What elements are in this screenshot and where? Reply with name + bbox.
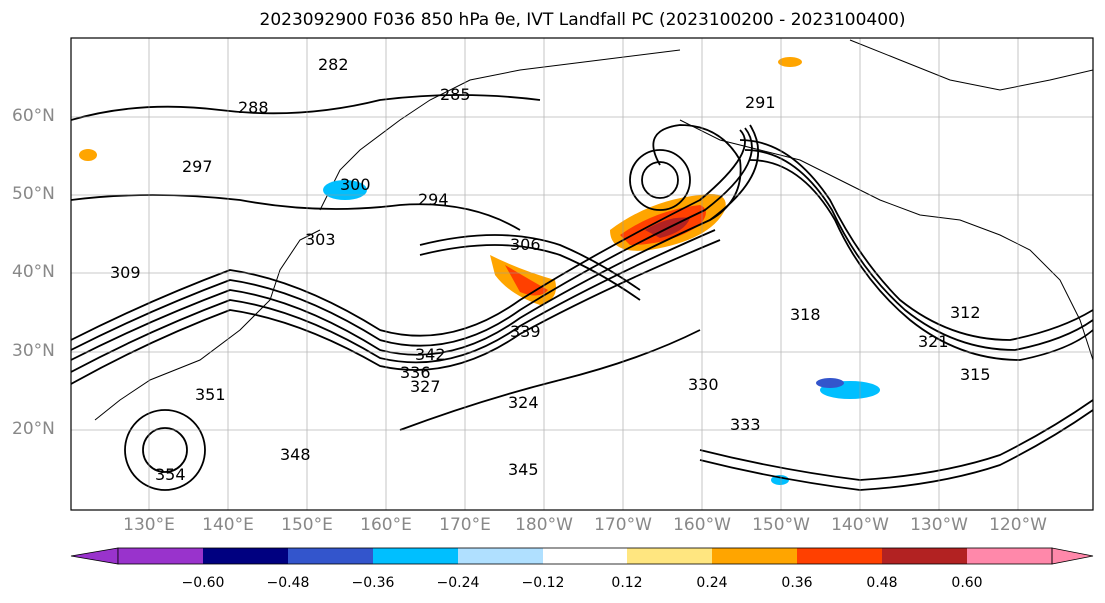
contour-label: 306 xyxy=(510,235,541,254)
contour-label: 354 xyxy=(155,465,186,484)
contour-label: 315 xyxy=(960,365,991,384)
plot-frame xyxy=(70,37,1094,511)
lon-label: 170°W xyxy=(594,515,652,535)
lon-label: 160°E xyxy=(360,515,412,535)
contour-label: 309 xyxy=(110,263,141,282)
contour-label: 285 xyxy=(440,85,471,104)
lon-label: 160°W xyxy=(673,515,731,535)
contour-label: 342 xyxy=(415,345,446,364)
lon-label: 170°E xyxy=(439,515,491,535)
contour-label: 336 xyxy=(400,363,431,382)
contour-label: 288 xyxy=(238,98,269,117)
lat-label: 40°N xyxy=(12,262,55,282)
contour-label: 345 xyxy=(508,460,539,479)
colorbar-tick: 0.24 xyxy=(696,575,728,591)
contour-label: 300 xyxy=(340,175,371,194)
contour-label: 351 xyxy=(195,385,226,404)
contour-label: 333 xyxy=(730,415,761,434)
lon-label: 180°W xyxy=(515,515,573,535)
colorbar-segment xyxy=(882,548,967,564)
contour-labels: 282 285 288 291 294 297 300 303 306 309 … xyxy=(110,55,991,484)
lon-label: 130°E xyxy=(123,515,175,535)
colorbar-tick: −0.48 xyxy=(266,575,310,591)
colorbar xyxy=(70,547,1094,565)
colorbar-segment xyxy=(288,548,373,564)
contour-label: 318 xyxy=(790,305,821,324)
contour-label: 321 xyxy=(918,332,949,351)
map-title: 2023092900 F036 850 hPa θe, IVT Landfall… xyxy=(259,10,906,30)
colorbar-min-extend xyxy=(70,547,119,565)
contour-label: 291 xyxy=(745,93,776,112)
contour-label: 303 xyxy=(305,230,336,249)
colorbar-segment xyxy=(712,548,797,564)
colorbar-tick: 0.36 xyxy=(781,575,813,591)
lat-label: 20°N xyxy=(12,419,55,439)
contour-label: 297 xyxy=(182,157,213,176)
contour-label: 339 xyxy=(510,322,541,341)
contour-label: 327 xyxy=(410,377,441,396)
colorbar-tick: −0.12 xyxy=(521,575,565,591)
contour-label: 312 xyxy=(950,303,981,322)
lat-label: 60°N xyxy=(12,106,55,126)
lon-label: 150°E xyxy=(281,515,333,535)
graticule xyxy=(71,38,1093,510)
lat-label: 50°N xyxy=(12,184,55,204)
contour-label: 324 xyxy=(508,393,539,412)
colorbar-segment xyxy=(458,548,543,564)
colorbar-tick: −0.36 xyxy=(351,575,395,591)
colorbar-segment xyxy=(118,548,203,564)
colorbar-tick: 0.60 xyxy=(951,575,983,591)
shaded-anomalies xyxy=(79,57,880,485)
colorbar-segment xyxy=(627,548,712,564)
lon-label: 140°W xyxy=(831,515,889,535)
lon-label: 150°W xyxy=(752,515,810,535)
contour-label: 294 xyxy=(418,190,449,209)
coastlines xyxy=(94,39,1093,421)
colorbar-segment xyxy=(967,548,1052,564)
lon-label: 130°W xyxy=(910,515,968,535)
lon-label: 140°E xyxy=(202,515,254,535)
contour-label: 282 xyxy=(318,55,349,74)
colorbar-tick: 0.12 xyxy=(611,575,643,591)
colorbar-tick: 0.48 xyxy=(866,575,898,591)
colorbar-frame xyxy=(117,547,1053,565)
contour-label: 348 xyxy=(280,445,311,464)
colorbar-max-extend xyxy=(1051,547,1094,565)
colorbar-segment xyxy=(373,548,458,564)
colorbar-tick: −0.60 xyxy=(181,575,225,591)
colorbar-segment xyxy=(797,548,882,564)
lon-label: 120°W xyxy=(989,515,1047,535)
theta-e-contours xyxy=(71,94,1093,491)
colorbar-segment xyxy=(543,548,627,564)
lat-label: 30°N xyxy=(12,341,55,361)
colorbar-segment xyxy=(203,548,288,564)
colorbar-tick: −0.24 xyxy=(436,575,480,591)
contour-label: 330 xyxy=(688,375,719,394)
